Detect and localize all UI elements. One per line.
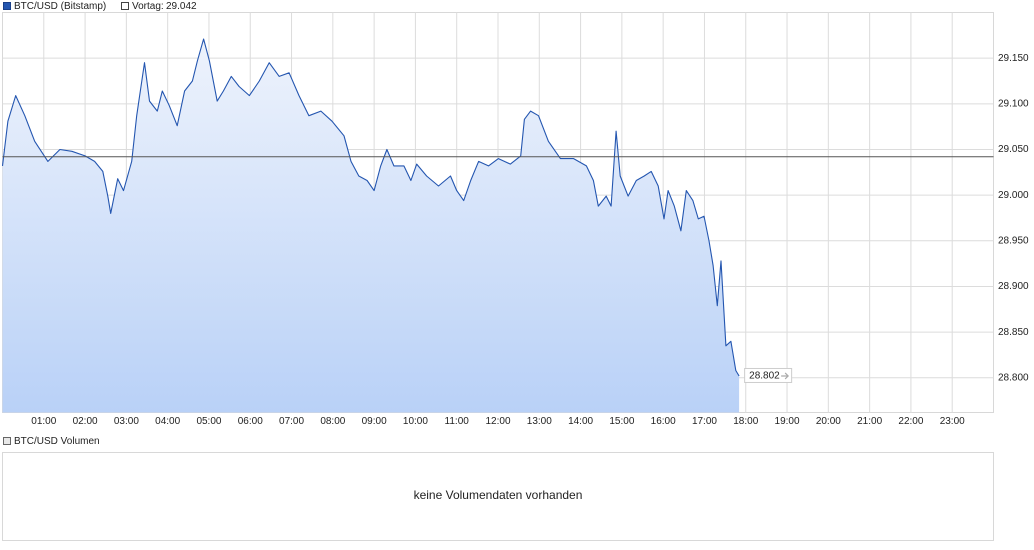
legend-swatch [3,2,11,10]
x-tick-label: 11:00 [445,416,470,427]
x-tick-label: 06:00 [238,416,263,427]
x-tick-label: 14:00 [568,416,593,427]
x-tick-label: 02:00 [73,416,98,427]
x-tick-label: 12:00 [485,416,510,427]
prev-close-label: Vortag: [132,1,164,12]
x-tick-label: 15:00 [609,416,634,427]
x-tick-label: 23:00 [940,416,965,427]
volume-frame [2,452,994,541]
x-tick-label: 16:00 [651,416,676,427]
y-tick-label: 29.150 [998,53,1029,64]
x-tick-label: 07:00 [279,416,304,427]
x-tick-label: 03:00 [114,416,139,427]
y-tick-label: 28.800 [998,372,1029,383]
x-tick-label: 04:00 [155,416,180,427]
x-tick-label: 22:00 [898,416,923,427]
area-fill [2,39,740,413]
volume-title: BTC/USD Volumen [14,436,100,447]
y-tick-label: 29.000 [998,190,1029,201]
x-tick-label: 08:00 [320,416,345,427]
legend-swatch [3,437,11,445]
y-tick-label: 28.950 [998,235,1029,246]
x-tick-label: 20:00 [816,416,841,427]
price-line [1,38,740,377]
y-tick-label: 28.900 [998,281,1029,292]
legend-swatch [121,2,129,10]
x-tick-label: 18:00 [733,416,758,427]
x-tick-label: 21:00 [857,416,882,427]
legend-label: BTC/USD (Bitstamp) [14,1,106,12]
x-tick-label: 01:00 [31,416,56,427]
x-tick-label: 13:00 [527,416,552,427]
last-value-label: 28.802 [749,371,780,382]
x-tick-label: 19:00 [775,416,800,427]
y-tick-label: 29.100 [998,98,1029,109]
x-tick-label: 17:00 [692,416,717,427]
prev-close-value: 29.042 [166,1,197,12]
y-tick-label: 29.050 [998,144,1029,155]
last-value-arrow [781,372,789,380]
x-tick-label: 10:00 [403,416,428,427]
x-tick-label: 09:00 [362,416,387,427]
x-tick-label: 05:00 [196,416,221,427]
y-tick-label: 28.850 [998,327,1029,338]
last-value-box [744,367,793,383]
last-value-tag: 28.802 [744,367,793,383]
volume-message: keine Volumendaten vorhanden [414,488,583,502]
